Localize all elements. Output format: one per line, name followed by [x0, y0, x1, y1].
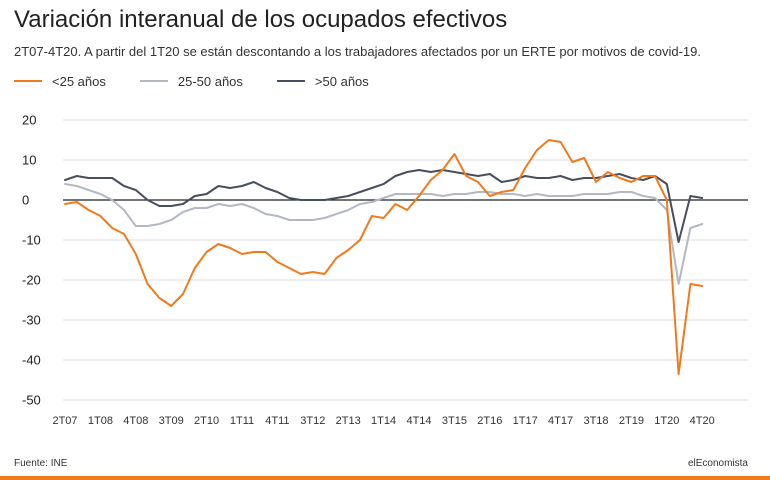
- x-tick-label-3T12: 3T12: [300, 415, 325, 427]
- legend-item-under25: <25 años: [14, 74, 106, 89]
- legend-label-25-50: 25-50 años: [177, 73, 243, 89]
- legend-label-under25: <25 años: [52, 73, 106, 89]
- x-tick-label-1T14: 1T14: [371, 415, 396, 427]
- x-tick-label-3T15: 3T15: [442, 415, 467, 427]
- x-tick-label-2T19: 2T19: [619, 415, 644, 427]
- x-tick-label-1T20: 1T20: [654, 415, 679, 427]
- y-tick-label--30: -30: [22, 313, 41, 328]
- y-tick-label--10: -10: [22, 233, 41, 248]
- source-note: Fuente: INE: [14, 458, 68, 469]
- x-tick-label-1T08: 1T08: [88, 415, 113, 427]
- x-tick-label-1T11: 1T11: [230, 415, 254, 427]
- footer-accent-bar: [0, 476, 770, 480]
- legend-label-over50: >50 años: [314, 73, 369, 89]
- y-tick-label-0: 0: [22, 193, 29, 208]
- chart-title: Variación interanual de los ocupados efe…: [14, 6, 508, 33]
- y-tick-label-10: 10: [22, 153, 36, 168]
- legend-swatch-over50: [276, 80, 305, 82]
- legend-item-over50: >50 años: [276, 73, 369, 89]
- x-tick-label-3T09: 3T09: [159, 415, 184, 427]
- legend-swatch-25-50: [139, 80, 168, 82]
- x-tick-label-2T10: 2T10: [194, 415, 219, 427]
- x-tick-label-4T11: 4T11: [265, 415, 289, 427]
- y-tick-label--40: -40: [22, 353, 41, 368]
- x-tick-label-3T18: 3T18: [583, 415, 608, 427]
- x-tick-label-4T17: 4T17: [548, 415, 573, 427]
- y-tick-label-20: 20: [22, 113, 36, 128]
- x-tick-label-4T14: 4T14: [406, 415, 431, 427]
- x-tick-label-2T16: 2T16: [477, 415, 502, 427]
- legend-swatch-under25: [14, 80, 42, 82]
- series-line-25-50: [64, 183, 704, 285]
- x-tick-label-4T20: 4T20: [690, 415, 715, 427]
- x-tick-label-2T07: 2T07: [52, 415, 77, 427]
- legend-item-25-50: 25-50 años: [139, 73, 243, 89]
- legend: <25 años 25-50 años >50 años: [14, 72, 403, 90]
- brand-logo-text: elEconomista: [687, 458, 748, 469]
- chart-subtitle: 2T07-4T20. A partir del 1T20 se están de…: [14, 44, 701, 59]
- y-tick-label--50: -50: [22, 393, 41, 408]
- x-tick-label-4T08: 4T08: [123, 415, 148, 427]
- x-tick-label-2T13: 2T13: [336, 415, 361, 427]
- x-tick-label-1T17: 1T17: [513, 415, 538, 427]
- series-line-over50: [64, 169, 704, 243]
- y-tick-label--20: -20: [22, 273, 41, 288]
- series-line-under25: [64, 139, 704, 375]
